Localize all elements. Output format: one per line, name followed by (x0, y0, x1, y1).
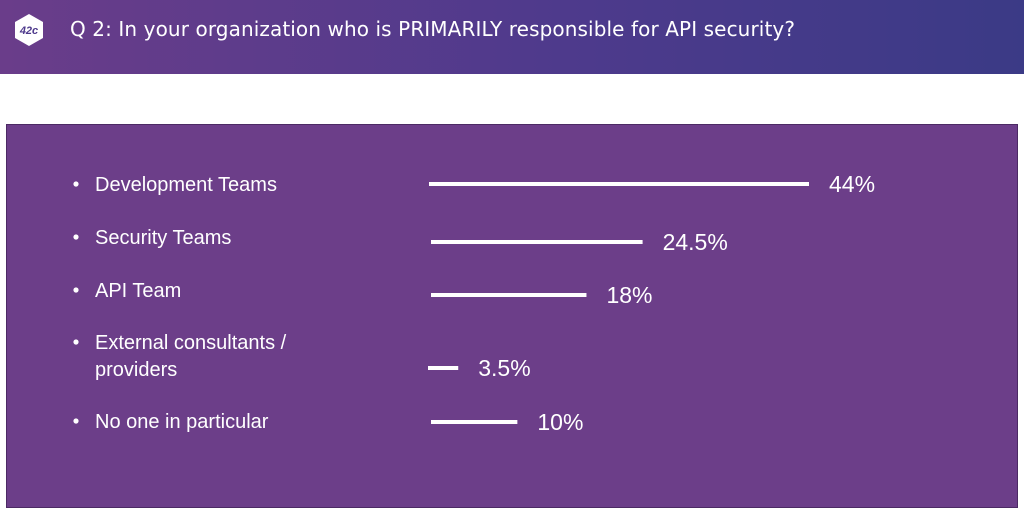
bar (431, 293, 587, 297)
value-label: 44% (829, 171, 875, 197)
category-label: No one in particular (95, 411, 269, 433)
bullet-marker (73, 418, 79, 424)
header-bar: 42c Q 2: In your organization who is PRI… (0, 0, 1024, 74)
category-label: Development Teams (95, 174, 277, 196)
bullet-marker (73, 181, 79, 187)
bar (428, 366, 459, 370)
category-label: API Team (95, 280, 181, 302)
bullet-marker (73, 234, 79, 240)
logo-text: 42c (19, 25, 38, 37)
category-label: External consultants / providers (95, 332, 287, 381)
bar-chart: Development Teams 44% Security Teams 24.5% A… (73, 171, 875, 435)
bar (431, 240, 643, 244)
value-label: 10% (537, 409, 583, 435)
chart-panel: Development Teams 44% Security Teams 24.5% A… (6, 124, 1018, 508)
bar (429, 182, 809, 186)
page-title: Q 2: In your organization who is PRIMARI… (70, 17, 796, 41)
category-label: Security Teams (95, 227, 231, 249)
value-label: 18% (606, 282, 652, 308)
bullet-marker (73, 287, 79, 293)
42crunch-logo-icon: 42c (13, 13, 45, 47)
bar (431, 420, 518, 424)
value-label: 3.5% (478, 355, 530, 381)
bullet-marker (73, 339, 79, 345)
value-label: 24.5% (663, 229, 728, 255)
